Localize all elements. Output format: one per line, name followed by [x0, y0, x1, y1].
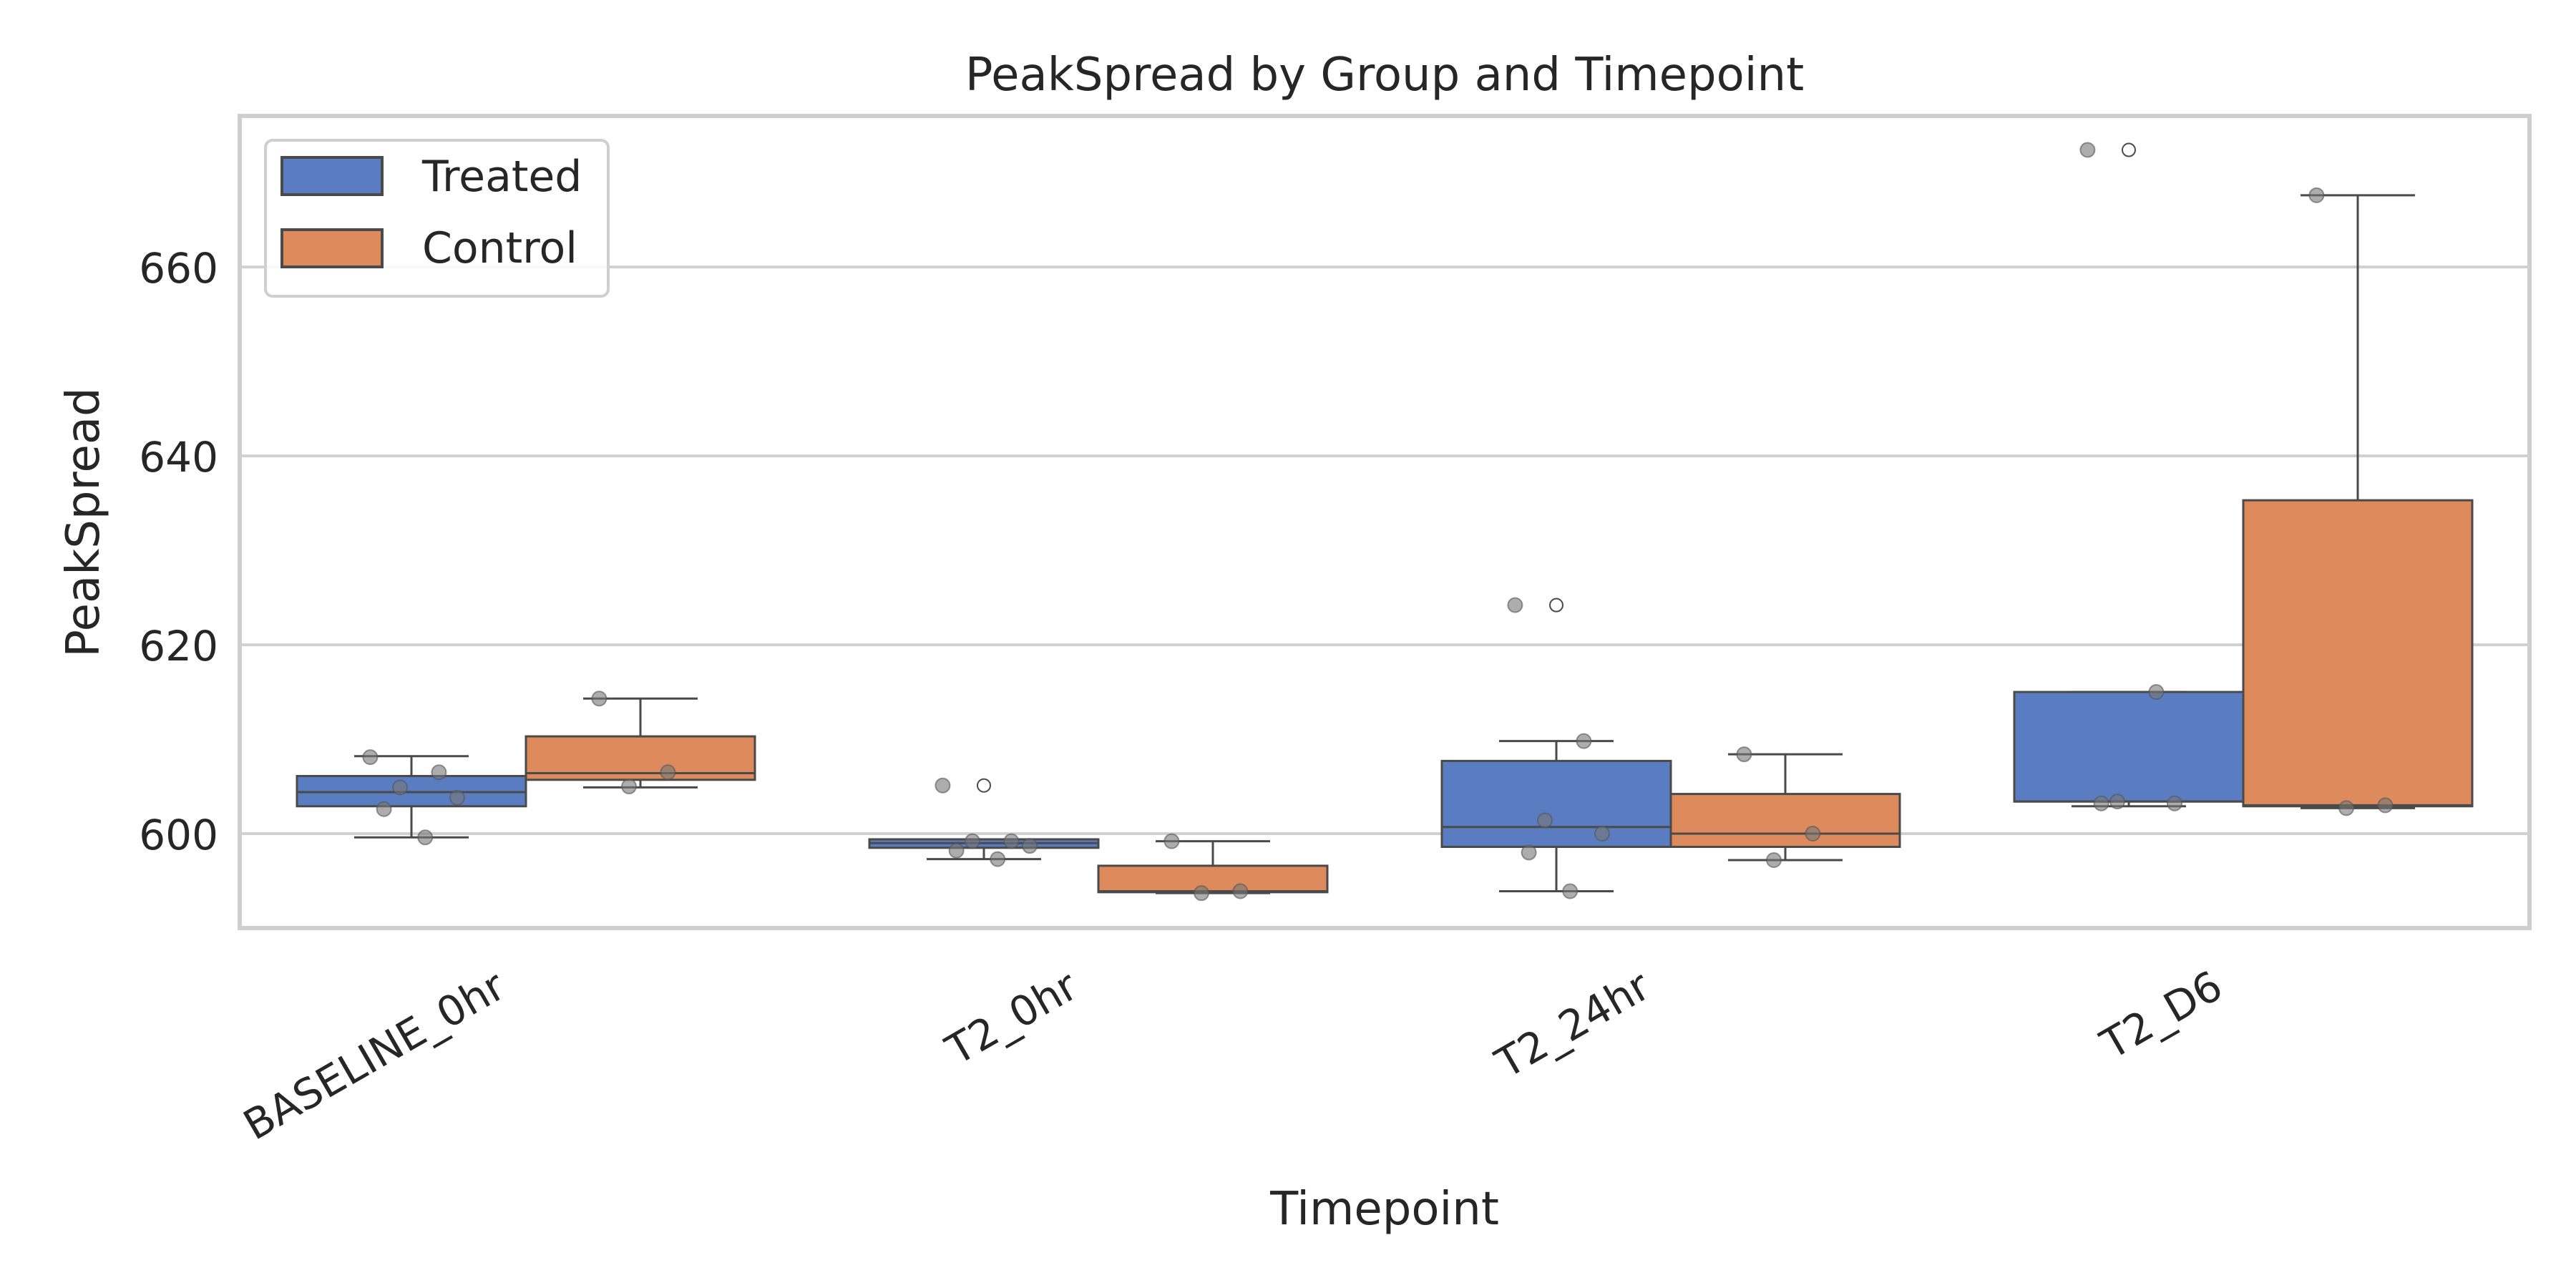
y-tick-label-640: 640 [139, 433, 218, 482]
y-tick-label-620: 620 [139, 622, 218, 670]
legend: Treated Control [264, 139, 610, 298]
point-treated-t2-0hr-2 [965, 833, 980, 849]
point-control-baseline-0hr-0 [591, 691, 608, 707]
point-treated-t2-d6-0 [2079, 142, 2096, 158]
point-treated-t2-24hr-0 [1507, 597, 1523, 613]
y-tick-labels: 600 620 640 660 [139, 244, 218, 859]
box-treated-t2-d6 [2013, 142, 2245, 808]
point-treated-baseline-0hr-3 [449, 789, 465, 806]
box-control-t2-d6 [2242, 194, 2474, 809]
y-tick-label-660: 660 [139, 244, 218, 293]
outlier-treated-t2-0hr-0 [977, 778, 991, 793]
box-iqr [1669, 793, 1901, 848]
boxplots [296, 142, 2474, 894]
point-treated-baseline-0hr-1 [431, 764, 447, 781]
data-points [362, 142, 2394, 902]
point-control-t2-0hr-2 [1194, 885, 1209, 902]
box-iqr [1440, 759, 1672, 848]
point-control-baseline-0hr-1 [660, 764, 676, 781]
point-control-t2-24hr-1 [1805, 826, 1821, 842]
box-control-t2-0hr [1097, 840, 1329, 894]
box-iqr [2013, 691, 2245, 803]
point-treated-t2-24hr-4 [1521, 844, 1537, 861]
point-control-t2-24hr-0 [1736, 746, 1752, 763]
point-treated-t2-0hr-3 [1022, 838, 1038, 854]
point-control-t2-d6-2 [2338, 800, 2354, 816]
point-treated-t2-0hr-4 [948, 842, 965, 859]
y-gridlines [240, 265, 2529, 836]
box-iqr [1097, 864, 1329, 894]
point-control-t2-0hr-0 [1163, 833, 1180, 849]
point-treated-baseline-0hr-4 [376, 801, 392, 817]
point-control-t2-0hr-1 [1232, 883, 1249, 899]
point-treated-t2-24hr-5 [1562, 883, 1579, 899]
box-control-baseline-0hr [525, 697, 756, 789]
point-treated-t2-24hr-1 [1576, 733, 1592, 749]
y-axis-label: PeakSpread [57, 387, 110, 657]
point-treated-t2-d6-3 [2167, 795, 2182, 811]
chart-title: PeakSpread by Group and Timepoint [965, 49, 1804, 102]
x-axis-label: Timepoint [1269, 1183, 1499, 1236]
y-tick-label-600: 600 [139, 811, 218, 859]
legend-swatch-control [280, 228, 384, 268]
outlier-treated-t2-d6-0 [2122, 142, 2136, 157]
point-treated-t2-d6-1 [2148, 684, 2165, 701]
point-treated-t2-d6-4 [2093, 795, 2109, 811]
box-treated-baseline-0hr [296, 755, 527, 839]
point-treated-baseline-0hr-2 [392, 779, 408, 796]
point-treated-baseline-0hr-5 [417, 829, 434, 846]
point-treated-t2-0hr-1 [1003, 833, 1020, 849]
box-treated-t2-24hr [1440, 597, 1672, 893]
point-treated-t2-24hr-3 [1594, 826, 1610, 842]
point-treated-t2-0hr-5 [990, 851, 1006, 867]
legend-label-treated: Treated [421, 152, 582, 202]
point-treated-t2-0hr-0 [935, 777, 951, 794]
legend-swatch-treated [280, 156, 384, 196]
point-treated-t2-d6-2 [2109, 794, 2125, 810]
box-treated-t2-0hr [868, 778, 1100, 861]
box-control-t2-24hr [1669, 753, 1901, 862]
point-treated-baseline-0hr-0 [362, 749, 379, 766]
point-control-t2-24hr-2 [1766, 852, 1782, 868]
point-control-baseline-0hr-2 [621, 779, 637, 795]
box-iqr [2242, 499, 2474, 808]
point-control-t2-d6-1 [2377, 797, 2394, 814]
point-control-t2-d6-0 [2308, 187, 2325, 203]
outlier-treated-t2-24hr-0 [1549, 597, 1563, 613]
legend-label-control: Control [422, 223, 577, 273]
point-treated-t2-24hr-2 [1537, 812, 1553, 829]
plot-frame [238, 114, 2532, 930]
